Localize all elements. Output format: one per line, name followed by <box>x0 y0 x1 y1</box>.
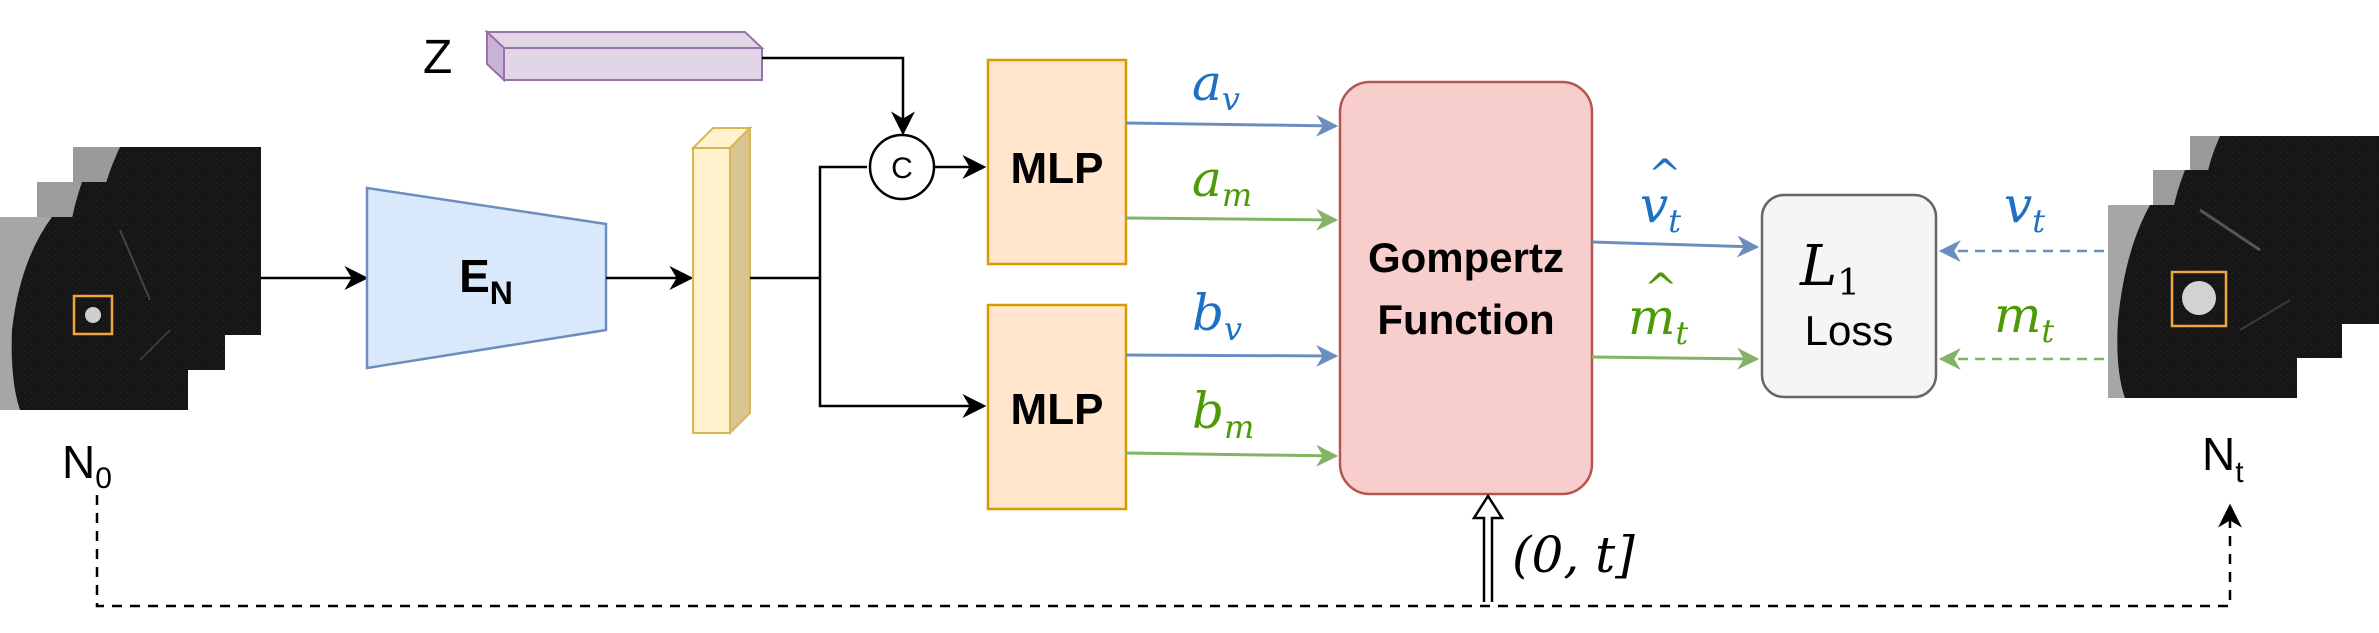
nodule-roi-box <box>72 294 114 336</box>
param-bv: bv <box>1192 284 1242 348</box>
arrow-bm <box>1125 444 1339 467</box>
param-am: am <box>1192 150 1252 214</box>
param-av: av <box>1192 54 1240 118</box>
gompertz-block <box>1338 80 1594 496</box>
mlp-bottom-label: MLP <box>1011 385 1104 434</box>
arrow-v-hat <box>1591 235 1760 258</box>
ct-slice-front-right <box>2108 205 2297 398</box>
nodule-small <box>85 307 101 323</box>
mlp-top-label: MLP <box>1011 144 1104 193</box>
encoder-label: EN <box>459 250 513 311</box>
concat-label: C <box>891 152 913 185</box>
arrow-z-to-concat <box>762 56 915 136</box>
param-bm: bm <box>1192 382 1254 446</box>
time-input-label: (0, t] <box>1512 526 1635 584</box>
ct-stack-nt <box>2108 136 2379 398</box>
encoder-block <box>365 186 608 370</box>
target-m: mt <box>1994 286 2054 350</box>
ct-slice-front <box>0 217 188 410</box>
output-m-hat: mt <box>1628 288 1688 352</box>
loss-symbol: L1 <box>1799 234 1860 304</box>
gompertz-label-line2: Function <box>1377 296 1554 343</box>
arrow-bv <box>1125 344 1339 367</box>
time-input-arrow <box>1471 493 1505 602</box>
feature-vector <box>690 125 753 436</box>
arrow-m-hat <box>1591 347 1760 370</box>
gompertz-label-line1: Gompertz <box>1368 234 1564 281</box>
mlp-bottom-block <box>986 303 1128 511</box>
ct-stack-n0 <box>0 147 261 410</box>
loss-label: Loss <box>1805 307 1894 354</box>
arrow-am <box>1125 208 1339 231</box>
nt-label: Nt <box>2202 428 2244 489</box>
nodule-roi-box-right <box>2170 270 2228 328</box>
output-v-hat: vt <box>1640 176 1681 240</box>
mlp-top-block <box>986 58 1128 266</box>
arrow-av <box>1125 114 1339 137</box>
loss-block <box>1760 193 1938 399</box>
nodule-large <box>2182 281 2216 315</box>
n0-label: N0 <box>62 436 112 495</box>
output-m-hat-hat: ^ <box>1644 266 1678 312</box>
supervision-dashed-path <box>95 495 2242 608</box>
z-vector <box>484 29 765 83</box>
output-v-hat-hat: ^ <box>1648 152 1682 198</box>
z-label: Z <box>423 31 452 84</box>
feature-branch-lines <box>750 165 987 418</box>
target-v: vt <box>2004 176 2045 240</box>
